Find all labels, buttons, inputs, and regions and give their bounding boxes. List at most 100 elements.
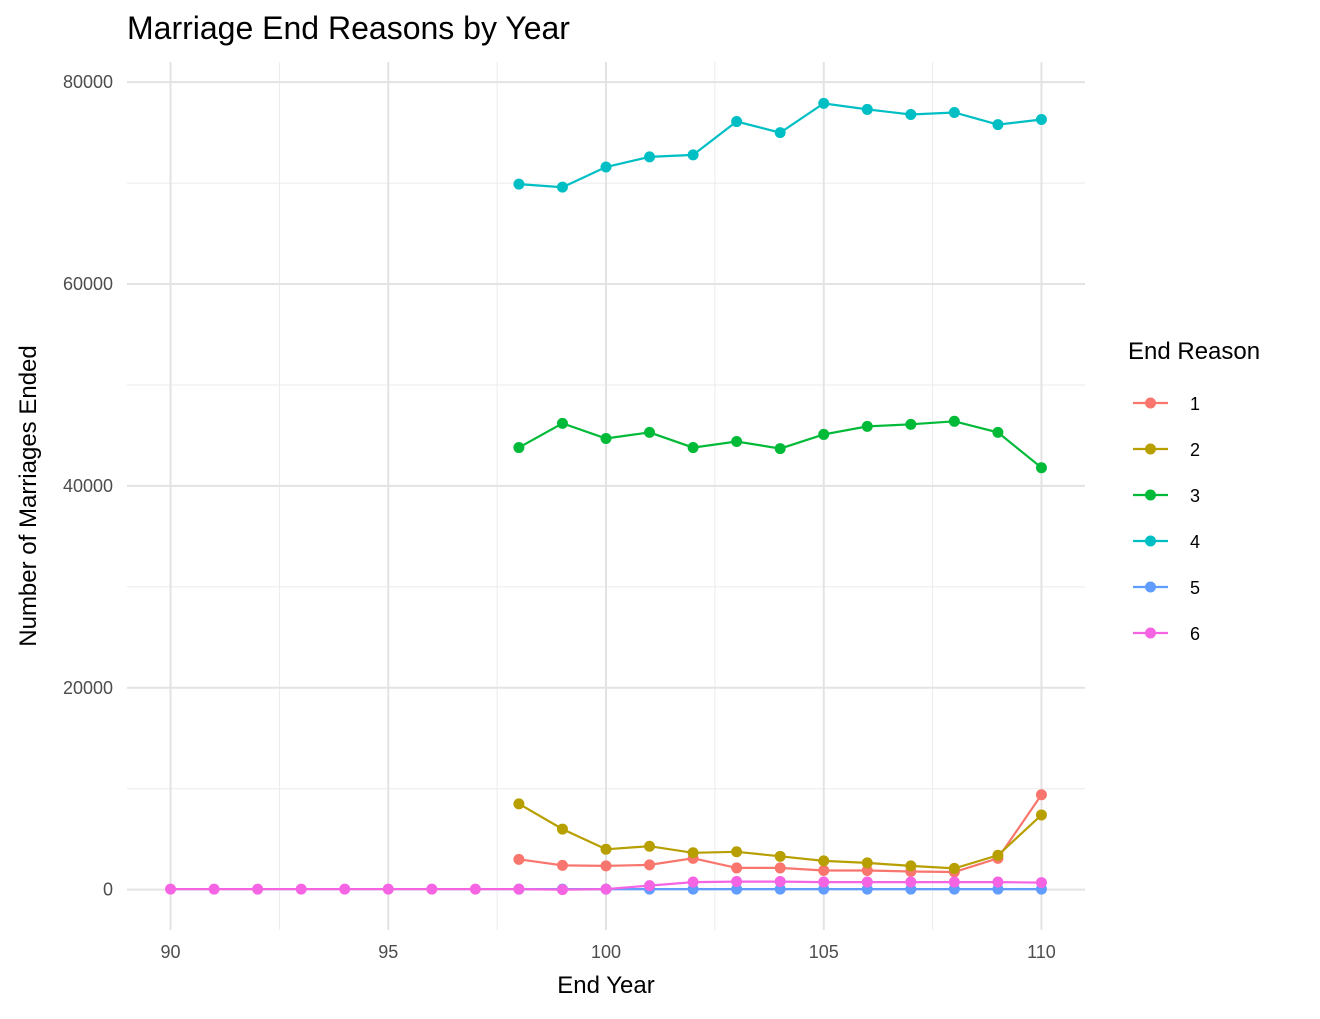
- data-point-1: [861, 864, 873, 876]
- data-point-3: [731, 435, 743, 447]
- legend-key-point: [1145, 535, 1156, 547]
- data-point-2: [948, 862, 960, 874]
- data-point-2: [861, 857, 873, 869]
- data-point-1: [600, 860, 612, 872]
- data-point-6: [861, 876, 873, 888]
- legend-label: 6: [1190, 624, 1200, 644]
- legend-key-point: [1145, 581, 1156, 593]
- data-point-1: [644, 859, 656, 871]
- y-tick-label: 80000: [63, 72, 113, 92]
- data-point-2: [731, 846, 743, 858]
- x-axis-title: End Year: [557, 972, 654, 999]
- data-point-4: [774, 127, 786, 139]
- data-point-4: [818, 97, 830, 109]
- data-point-3: [513, 442, 525, 454]
- data-point-6: [426, 883, 438, 895]
- data-point-1: [774, 862, 786, 874]
- data-point-3: [861, 420, 873, 432]
- data-point-3: [905, 418, 917, 430]
- series-line-4: [518, 102, 1042, 189]
- data-point-4: [731, 116, 743, 128]
- x-tick-label: 105: [809, 942, 839, 962]
- data-point-6: [513, 883, 525, 895]
- data-point-4: [861, 103, 873, 115]
- data-point-3: [992, 426, 1004, 438]
- data-point-6: [1035, 877, 1047, 889]
- data-point-6: [165, 883, 177, 895]
- y-tick-label: 40000: [63, 476, 113, 496]
- legend-label: 2: [1190, 440, 1200, 460]
- data-point-6: [731, 876, 743, 888]
- data-point-2: [513, 798, 525, 810]
- data-point-2: [774, 850, 786, 862]
- data-point-6: [339, 883, 351, 895]
- y-axis-title: Number of Marriages Ended: [15, 345, 42, 646]
- legend-item-3: 3: [1133, 486, 1200, 506]
- data-point-6: [469, 883, 481, 895]
- data-point-6: [644, 880, 656, 892]
- legend-label: 4: [1190, 532, 1200, 552]
- data-point-4: [513, 178, 525, 190]
- data-point-6: [208, 883, 220, 895]
- data-point-5: [731, 883, 743, 895]
- series-2: [513, 798, 1047, 874]
- data-point-6: [905, 876, 917, 888]
- data-point-6: [295, 883, 307, 895]
- data-point-2: [600, 843, 612, 855]
- series-6: [165, 876, 1047, 896]
- legend-key-point: [1145, 443, 1156, 455]
- legend-key-point: [1145, 397, 1156, 409]
- data-point-6: [687, 876, 699, 888]
- data-point-6: [556, 884, 568, 896]
- legend-label: 3: [1190, 486, 1200, 506]
- data-point-1: [513, 853, 525, 865]
- data-point-2: [905, 860, 917, 872]
- x-tick-label: 95: [378, 942, 398, 962]
- data-point-2: [992, 849, 1004, 861]
- legend-title: End Reason: [1128, 338, 1260, 365]
- series-4: [513, 97, 1047, 193]
- y-tick-label: 60000: [63, 274, 113, 294]
- data-point-2: [644, 840, 656, 852]
- data-point-2: [687, 847, 699, 859]
- data-point-6: [774, 876, 786, 888]
- data-point-3: [556, 417, 568, 429]
- data-point-3: [774, 443, 786, 455]
- data-point-4: [600, 161, 612, 173]
- data-point-5: [774, 883, 786, 895]
- x-tick-label: 110: [1027, 942, 1056, 962]
- legend-item-1: 1: [1133, 394, 1200, 414]
- data-point-4: [992, 119, 1004, 131]
- legend-key-point: [1145, 627, 1156, 639]
- legend-item-4: 4: [1133, 532, 1200, 552]
- data-point-2: [556, 823, 568, 835]
- data-point-4: [905, 108, 917, 120]
- data-point-6: [818, 876, 830, 888]
- data-point-2: [818, 855, 830, 867]
- data-point-3: [818, 428, 830, 440]
- series-3: [513, 415, 1047, 474]
- data-point-3: [644, 426, 656, 438]
- x-tick-label: 90: [161, 942, 181, 962]
- y-tick-label: 0: [103, 880, 113, 900]
- data-point-1: [731, 862, 743, 874]
- data-point-6: [948, 876, 960, 888]
- legend-key-point: [1145, 489, 1156, 501]
- data-point-4: [948, 106, 960, 118]
- data-point-4: [644, 151, 656, 163]
- data-point-6: [252, 883, 264, 895]
- data-point-1: [556, 859, 568, 871]
- data-point-3: [600, 432, 612, 444]
- data-point-4: [1035, 114, 1047, 126]
- y-tick-label: 20000: [63, 678, 113, 698]
- data-point-4: [556, 181, 568, 193]
- data-point-3: [687, 442, 699, 454]
- data-point-6: [600, 883, 612, 895]
- legend-item-2: 2: [1133, 440, 1200, 460]
- data-point-3: [948, 415, 960, 427]
- data-point-6: [382, 883, 394, 895]
- data-point-2: [1035, 809, 1047, 821]
- data-point-4: [687, 149, 699, 161]
